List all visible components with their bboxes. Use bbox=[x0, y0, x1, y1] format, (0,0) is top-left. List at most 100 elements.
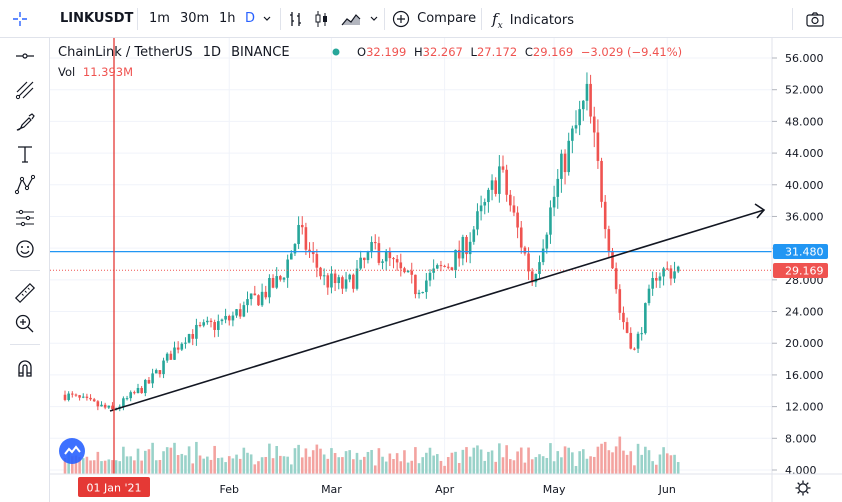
volume-bar bbox=[563, 446, 567, 474]
candle-body bbox=[479, 205, 483, 212]
volume-bar bbox=[454, 451, 457, 474]
candle-body bbox=[176, 347, 180, 350]
magnet-icon[interactable] bbox=[13, 356, 37, 380]
settings-gear-icon[interactable] bbox=[795, 480, 811, 496]
interval-30m[interactable]: 30m bbox=[180, 11, 210, 26]
candle-body bbox=[352, 274, 355, 289]
toolbar-divider bbox=[10, 270, 40, 271]
candle-body bbox=[209, 320, 213, 323]
volume-bar bbox=[472, 447, 476, 474]
volume-bar bbox=[406, 462, 410, 474]
volume-bar bbox=[122, 446, 125, 474]
volume-bar bbox=[125, 456, 129, 474]
emoji-icon[interactable] bbox=[13, 237, 37, 261]
volume-bar bbox=[381, 456, 384, 474]
candle-body bbox=[552, 196, 556, 208]
compare-button[interactable]: Compare bbox=[392, 0, 476, 38]
tradingview-logo[interactable] bbox=[59, 438, 85, 464]
candle-body bbox=[625, 322, 629, 333]
measure-ruler-icon[interactable] bbox=[13, 281, 37, 305]
prediction-tool-icon[interactable] bbox=[13, 206, 37, 230]
candle-body bbox=[618, 289, 622, 313]
candle-body bbox=[147, 379, 151, 384]
function-icon: fx bbox=[492, 10, 503, 31]
volume-bar bbox=[74, 455, 78, 474]
volume-bar bbox=[618, 436, 622, 474]
volume-bar bbox=[436, 454, 439, 474]
zoom-in-icon[interactable] bbox=[13, 312, 37, 336]
volume-bar bbox=[425, 452, 428, 474]
volume-bar bbox=[165, 447, 169, 474]
volume-bar bbox=[603, 441, 607, 474]
volume-bar bbox=[505, 445, 508, 474]
volume-bar bbox=[311, 450, 315, 474]
volume-bar bbox=[96, 451, 100, 474]
candle-body bbox=[578, 109, 581, 126]
candle-body bbox=[538, 262, 541, 274]
candle-body bbox=[450, 267, 454, 271]
volume-bar bbox=[144, 450, 147, 474]
symbol-search[interactable]: LINKUSDT bbox=[60, 11, 134, 26]
candle-body bbox=[614, 268, 618, 290]
volume-bar bbox=[651, 461, 654, 474]
candle-body bbox=[571, 128, 574, 141]
candle-body bbox=[238, 309, 242, 317]
volume-bar bbox=[443, 465, 446, 474]
indicators-button[interactable]: fx Indicators bbox=[492, 0, 574, 38]
candle-body bbox=[516, 212, 519, 228]
volume-bar bbox=[176, 455, 180, 474]
pattern-tool-icon[interactable] bbox=[13, 173, 37, 197]
price-chart[interactable]: 56.00052.00048.00044.00040.00036.00032.0… bbox=[50, 38, 842, 502]
chart-type-dropdown-icon[interactable] bbox=[369, 0, 381, 38]
candle-body bbox=[217, 321, 220, 330]
volume-bar bbox=[509, 459, 512, 474]
volume-bar bbox=[227, 456, 231, 474]
trend-line[interactable] bbox=[109, 209, 765, 412]
volume-bar bbox=[578, 451, 581, 474]
volume-bar bbox=[538, 454, 541, 474]
price-tick-label: 12.000 bbox=[785, 401, 824, 414]
interval-1d[interactable]: D bbox=[245, 11, 256, 26]
candles-chart-type-icon[interactable] bbox=[314, 0, 330, 38]
volume-bar bbox=[658, 454, 662, 474]
area-chart-type-icon[interactable] bbox=[341, 0, 361, 38]
candle-body bbox=[195, 324, 198, 339]
volume-bar bbox=[271, 458, 275, 474]
candle-body bbox=[377, 243, 381, 263]
line-tool-icon[interactable] bbox=[13, 44, 37, 68]
volume-bar bbox=[217, 458, 220, 474]
price-tick-label: 44.000 bbox=[785, 147, 824, 160]
text-tool-icon[interactable] bbox=[13, 142, 37, 166]
legend-vol-value: 11.393M bbox=[83, 65, 133, 79]
candle-body bbox=[640, 333, 643, 335]
interval-dropdown-icon[interactable] bbox=[262, 0, 274, 38]
candle-body bbox=[249, 293, 253, 300]
candle-body bbox=[603, 201, 607, 230]
candle-body bbox=[366, 252, 370, 261]
fib-tool-icon[interactable] bbox=[13, 78, 37, 102]
crosshair-cursor-icon[interactable] bbox=[8, 0, 32, 38]
volume-bar bbox=[322, 454, 326, 474]
bars-chart-type-icon[interactable] bbox=[288, 0, 304, 38]
interval-1m[interactable]: 1m bbox=[149, 11, 170, 26]
candle-body bbox=[253, 293, 257, 296]
interval-1h[interactable]: 1h bbox=[219, 11, 236, 26]
candle-body bbox=[348, 274, 351, 280]
candle-body bbox=[563, 153, 567, 173]
camera-icon[interactable] bbox=[805, 0, 825, 38]
candle-body bbox=[541, 248, 545, 263]
candle-body bbox=[268, 278, 271, 298]
candle-body bbox=[505, 169, 508, 195]
candle-body bbox=[592, 116, 596, 133]
candle-body bbox=[81, 396, 85, 398]
volume-bar bbox=[414, 447, 417, 474]
candle-body bbox=[71, 393, 74, 395]
candle-body bbox=[673, 271, 676, 279]
candle-body bbox=[636, 333, 640, 349]
candle-body bbox=[290, 253, 293, 260]
volume-bar bbox=[260, 457, 264, 474]
brush-tool-icon[interactable] bbox=[13, 111, 37, 135]
volume-bar bbox=[450, 452, 454, 474]
candlestick-series bbox=[63, 72, 680, 412]
volume-bar bbox=[253, 464, 257, 474]
